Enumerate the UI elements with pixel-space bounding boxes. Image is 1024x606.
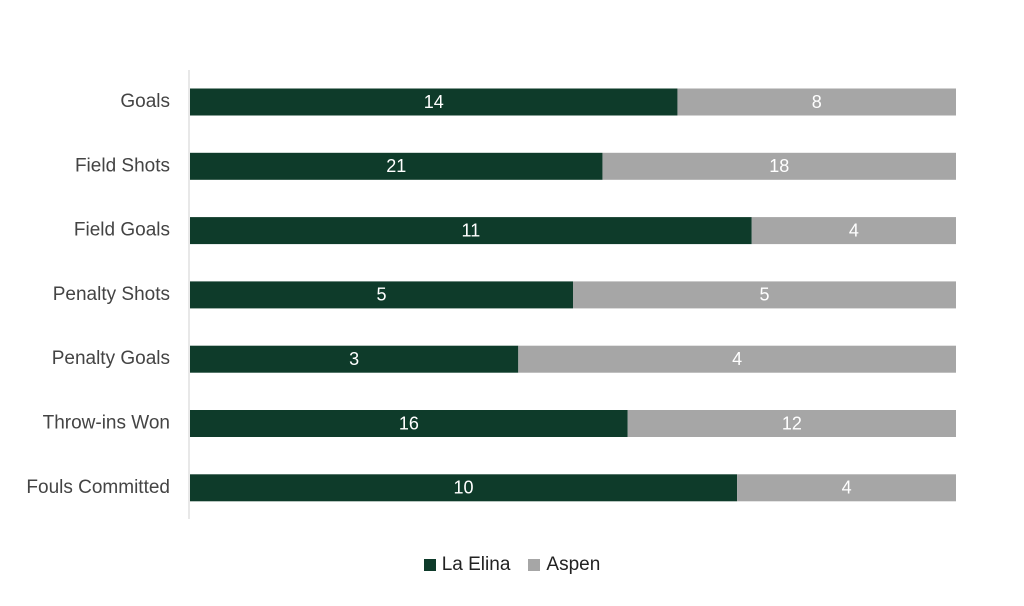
data-label-la-elina-penalty-goals: 3 (349, 349, 359, 369)
bars-layer: Goals 14 8 Field Shots 21 18 Field Goals 11 4 Pen… (26, 88, 956, 502)
bar-aspen-penalty-goals (518, 345, 956, 373)
data-label-aspen-field-goals: 4 (849, 220, 859, 240)
category-label-throw-ins-won: Throw-ins Won (43, 413, 170, 434)
bar-aspen-throw-ins-won (627, 410, 956, 437)
data-label-aspen-field-shots: 18 (769, 156, 789, 176)
data-label-la-elina-goals: 14 (424, 92, 444, 112)
category-label-penalty-shots: Penalty Shots (53, 284, 170, 305)
data-label-aspen-fouls-committed: 4 (842, 478, 852, 498)
bar-aspen-penalty-shots (573, 281, 956, 309)
category-label-field-shots: Field Shots (75, 155, 170, 176)
bar-aspen-goals (677, 88, 956, 116)
stacked-bar-chart: Goals 14 8 Field Shots 21 18 Field Goals 11 4 Pen… (26, 70, 956, 519)
bar-aspen-field-goals (751, 217, 956, 245)
legend: La Elina Aspen (0, 554, 1024, 576)
legend-item-la-elina: La Elina (423, 554, 511, 576)
bar-la-elina-throw-ins-won (190, 410, 628, 437)
data-label-la-elina-throw-ins-won: 16 (399, 413, 419, 433)
data-label-aspen-goals: 8 (812, 92, 822, 112)
legend-label-aspen: Aspen (546, 554, 601, 575)
data-label-la-elina-field-goals: 11 (462, 220, 481, 240)
category-label-fouls-committed: Fouls Committed (26, 477, 170, 498)
bar-aspen-field-shots (602, 152, 956, 180)
category-label-goals: Goals (120, 91, 170, 112)
data-label-la-elina-field-shots: 21 (386, 156, 406, 176)
data-label-la-elina-fouls-committed: 10 (454, 478, 474, 498)
bar-aspen-fouls-committed (737, 474, 956, 502)
bar-la-elina-field-shots (190, 152, 603, 180)
bar-la-elina-penalty-shots (190, 281, 573, 309)
legend-swatch-aspen (528, 559, 541, 571)
category-label-penalty-goals: Penalty Goals (52, 348, 170, 369)
data-label-aspen-penalty-goals: 4 (732, 349, 742, 369)
legend-item-aspen: Aspen (528, 554, 600, 576)
data-label-aspen-throw-ins-won: 12 (782, 413, 802, 433)
bar-la-elina-penalty-goals (190, 345, 519, 373)
bar-la-elina-fouls-committed (190, 474, 738, 502)
category-label-field-goals: Field Goals (74, 220, 170, 241)
bar-la-elina-field-goals (190, 217, 752, 245)
bar-la-elina-goals (190, 88, 678, 116)
data-label-la-elina-penalty-shots: 5 (376, 285, 386, 305)
legend-label-la-elina: La Elina (441, 554, 511, 575)
legend-swatch-la-elina (423, 559, 436, 571)
data-label-aspen-penalty-shots: 5 (759, 285, 769, 305)
